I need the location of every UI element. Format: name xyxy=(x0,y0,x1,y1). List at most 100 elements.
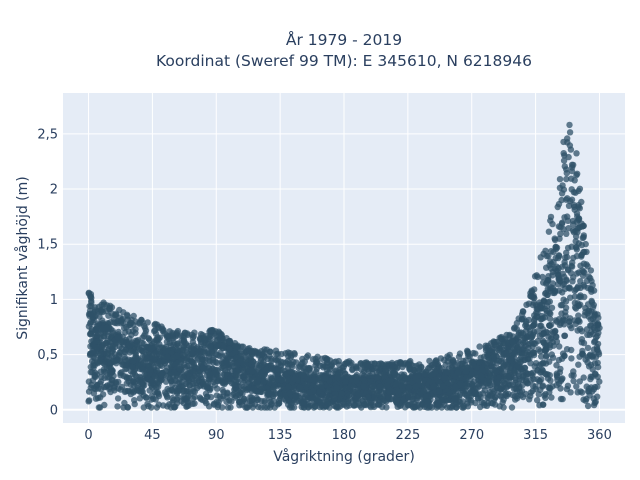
scatter-point xyxy=(451,395,459,402)
scatter-point xyxy=(167,404,175,411)
scatter-point xyxy=(205,379,212,386)
scatter-point xyxy=(452,383,459,391)
scatter-point xyxy=(481,360,488,367)
scatter-point xyxy=(313,382,320,390)
scatter-point xyxy=(121,356,129,363)
scatter-point xyxy=(114,403,121,410)
scatter-point xyxy=(322,393,330,400)
scatter-point xyxy=(537,254,544,261)
scatter-point xyxy=(585,385,593,392)
scatter-point xyxy=(568,161,576,168)
scatter-point xyxy=(240,379,247,386)
scatter-point xyxy=(185,399,192,406)
scatter-point xyxy=(422,393,429,400)
scatter-point xyxy=(86,351,94,359)
scatter-point xyxy=(106,305,113,313)
scatter-point xyxy=(512,385,519,392)
scatter-point xyxy=(158,371,165,378)
scatter-point xyxy=(449,362,456,369)
scatter-point xyxy=(134,384,142,392)
scatter-point xyxy=(575,312,582,319)
scatter-point xyxy=(374,374,381,381)
scatter-point xyxy=(566,285,573,292)
scatter-point xyxy=(188,347,195,354)
scatter-point xyxy=(385,393,392,401)
scatter-point xyxy=(115,378,122,386)
scatter-point xyxy=(575,215,583,222)
scatter-point xyxy=(174,347,181,354)
scatter-point xyxy=(124,403,131,411)
scatter-point xyxy=(90,390,98,397)
scatter-point xyxy=(469,380,476,388)
scatter-point xyxy=(338,390,345,397)
scatter-point xyxy=(97,385,105,393)
x-tick-label: 90 xyxy=(208,428,225,443)
scatter-point xyxy=(556,176,564,183)
scatter-point xyxy=(568,167,576,175)
scatter-point xyxy=(388,359,396,367)
scatter-point xyxy=(151,373,159,380)
scatter-point xyxy=(134,362,142,369)
scatter-point xyxy=(589,316,596,323)
scatter-point xyxy=(513,325,520,333)
scatter-point xyxy=(594,311,601,318)
scatter-point xyxy=(226,345,233,353)
scatter-point xyxy=(535,346,542,353)
scatter-point xyxy=(182,380,190,387)
scatter-point xyxy=(133,338,141,346)
scatter-point xyxy=(525,316,533,324)
scatter-point xyxy=(541,392,548,399)
scatter-point xyxy=(565,202,573,209)
scatter-point xyxy=(559,375,566,382)
scatter-point xyxy=(141,371,148,378)
scatter-point xyxy=(530,349,537,356)
scatter-point xyxy=(270,384,278,391)
scatter-point xyxy=(537,316,545,323)
scatter-point xyxy=(97,368,105,375)
scatter-point xyxy=(296,384,304,391)
scatter-point xyxy=(209,326,216,334)
scatter-point xyxy=(531,312,538,319)
scatter-point xyxy=(561,332,569,339)
scatter-point xyxy=(508,404,516,411)
scatter-point xyxy=(492,342,499,349)
scatter-point xyxy=(342,378,349,385)
scatter-point xyxy=(113,310,120,317)
scatter-point xyxy=(132,326,139,333)
scatter-point xyxy=(261,397,268,405)
scatter-point xyxy=(292,393,299,400)
scatter-point xyxy=(578,336,586,343)
scatter-point xyxy=(560,186,568,193)
scatter-point xyxy=(540,330,547,337)
scatter-point xyxy=(250,385,258,392)
scatter-point xyxy=(285,397,292,404)
scatter-point xyxy=(552,288,559,295)
scatter-point xyxy=(153,404,161,411)
scatter-point xyxy=(383,404,390,411)
scatter-point xyxy=(563,230,570,237)
scatter-point xyxy=(587,375,594,383)
scatter-point xyxy=(582,240,589,248)
scatter-point xyxy=(525,370,532,378)
scatter-point xyxy=(591,370,599,377)
scatter-point xyxy=(272,347,280,354)
y-axis-title: Signifikant våghöjd (m) xyxy=(14,176,31,339)
scatter-point xyxy=(270,397,277,405)
scatter-point xyxy=(500,404,507,411)
x-tick-label: 135 xyxy=(268,428,293,443)
scatter-point xyxy=(206,350,213,357)
scatter-point xyxy=(260,378,267,385)
scatter-point xyxy=(553,263,560,270)
scatter-point xyxy=(139,366,146,373)
scatter-point xyxy=(107,365,115,372)
scatter-point xyxy=(585,307,592,314)
scatter-point xyxy=(415,372,422,379)
scatter-point xyxy=(236,383,243,391)
scatter-point xyxy=(220,389,227,396)
scatter-point xyxy=(92,373,99,381)
scatter-point xyxy=(394,379,401,386)
scatter-point xyxy=(175,380,182,387)
scatter-point xyxy=(549,383,556,390)
scatter-point xyxy=(470,362,477,369)
scatter-point xyxy=(520,345,527,352)
